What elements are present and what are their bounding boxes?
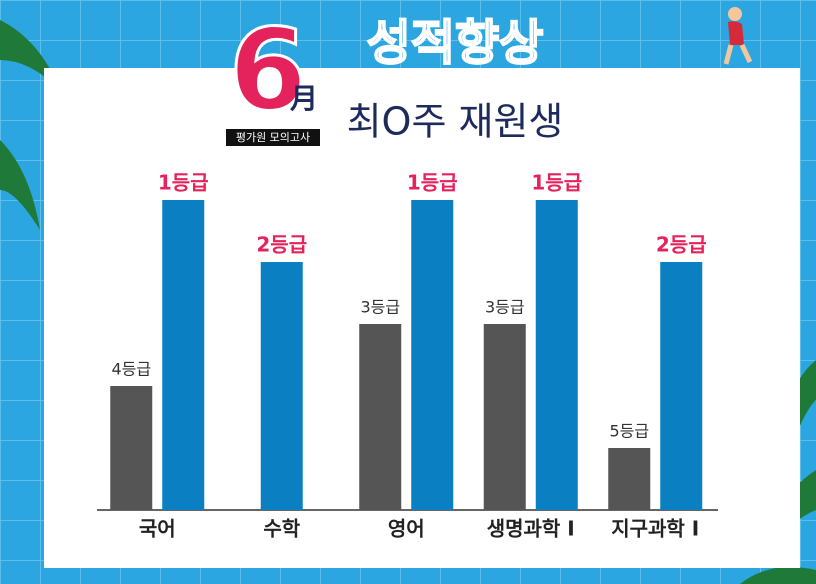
value-label: 1등급 bbox=[407, 171, 458, 195]
bar bbox=[162, 200, 205, 510]
value-label: 4등급 bbox=[111, 360, 151, 379]
x-tick-label: 영어 bbox=[388, 517, 425, 541]
bar bbox=[483, 324, 526, 510]
value-label: 1등급 bbox=[531, 171, 582, 195]
x-tick-label: 수학 bbox=[263, 517, 300, 541]
bar bbox=[535, 200, 578, 510]
value-label: 2등급 bbox=[656, 233, 707, 257]
x-tick-label: 지구과학 Ⅰ bbox=[611, 517, 699, 541]
value-label: 2등급 bbox=[256, 233, 307, 257]
swimmer bbox=[723, 7, 753, 65]
value-label: 1등급 bbox=[158, 171, 209, 195]
bar bbox=[110, 386, 153, 510]
bar bbox=[660, 262, 703, 510]
bar bbox=[359, 324, 402, 510]
value-label: 3등급 bbox=[485, 298, 525, 317]
bar bbox=[608, 448, 651, 510]
value-label: 5등급 bbox=[609, 422, 649, 441]
bar bbox=[411, 200, 454, 510]
badge-caption: 평가원 모의고사 bbox=[236, 131, 310, 144]
badge-month: 月 bbox=[289, 82, 318, 115]
badge-caption-box bbox=[226, 129, 320, 146]
value-label: 3등급 bbox=[360, 298, 400, 317]
x-tick-label: 생명과학 Ⅰ bbox=[487, 517, 575, 541]
x-tick-label: 국어 bbox=[139, 517, 176, 541]
chart-title: 성적향상 bbox=[367, 15, 544, 71]
badge-number: 6 bbox=[229, 6, 307, 136]
bar bbox=[260, 262, 303, 510]
chart-subtitle: 최O주 재원생 bbox=[347, 100, 564, 144]
